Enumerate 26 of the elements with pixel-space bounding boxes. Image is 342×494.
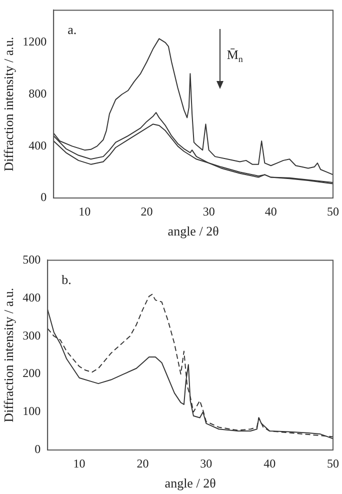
x-tick-label: 40 bbox=[264, 456, 276, 470]
annotation: a. bbox=[68, 22, 77, 38]
x-tick-label: 40 bbox=[264, 204, 277, 218]
x-tick-label: 10 bbox=[73, 456, 86, 470]
y-axis-title: Diffraction intensity / a.u. bbox=[1, 288, 16, 422]
y-tick-label: 1200 bbox=[22, 34, 47, 49]
y-tick-label: 200 bbox=[22, 366, 41, 380]
y-tick-label: 400 bbox=[28, 138, 47, 152]
annotation: b. bbox=[62, 272, 72, 288]
y-tick-label: 0 bbox=[34, 442, 41, 456]
y-tick-label: 0 bbox=[40, 190, 47, 204]
y-axis-title: Diffraction intensity / a.u. bbox=[1, 36, 16, 172]
y-tick-label: 800 bbox=[28, 86, 47, 101]
y-tick-label: 100 bbox=[22, 404, 41, 418]
x-tick-label: 30 bbox=[200, 456, 212, 470]
y-tick-label: 400 bbox=[22, 290, 41, 304]
x-tick-label: 50 bbox=[327, 204, 339, 218]
x-tick-label: 30 bbox=[202, 204, 215, 218]
x-axis-title: angle / 2θ bbox=[168, 224, 219, 239]
y-tick-label: 300 bbox=[22, 328, 41, 342]
x-axis-title: angle / 2θ bbox=[164, 476, 216, 491]
x-tick-label: 20 bbox=[140, 204, 153, 218]
y-tick-label: 500 bbox=[22, 252, 41, 266]
x-tick-label: 20 bbox=[136, 456, 149, 470]
x-tick-label: 50 bbox=[327, 456, 339, 470]
x-tick-label: 10 bbox=[78, 204, 91, 218]
